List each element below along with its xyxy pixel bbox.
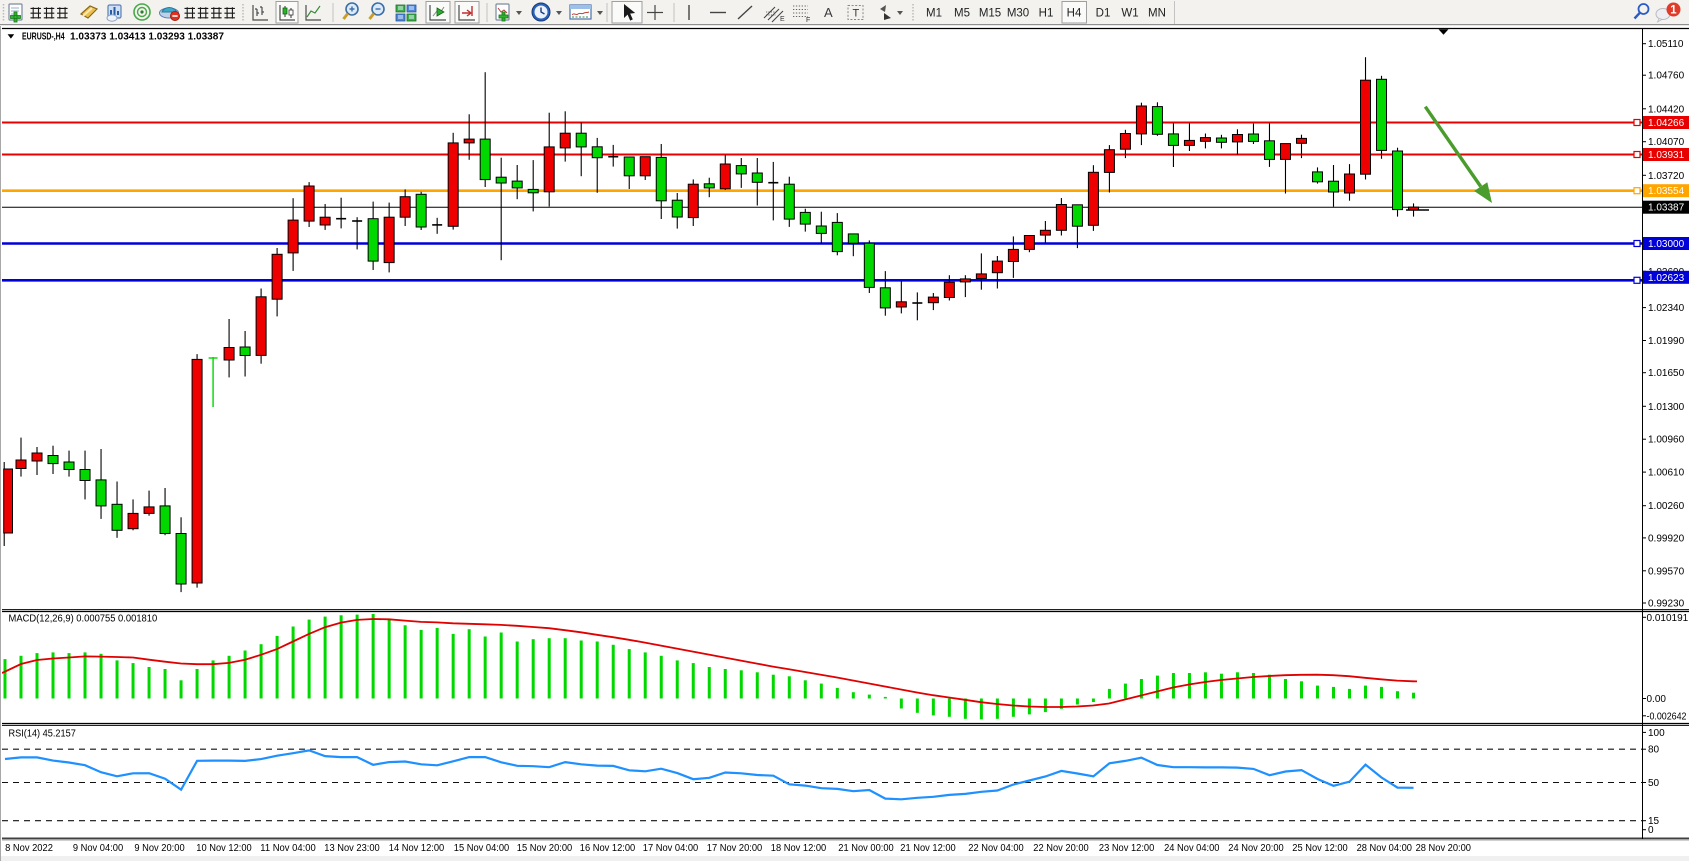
svg-text:0: 0 <box>1648 825 1654 836</box>
svg-text:1.00260: 1.00260 <box>1648 501 1685 512</box>
svg-text:14 Nov 12:00: 14 Nov 12:00 <box>389 843 445 854</box>
svg-text:1.02623: 1.02623 <box>1648 273 1685 284</box>
svg-text:1.04420: 1.04420 <box>1648 104 1685 115</box>
svg-text:MN: MN <box>1148 8 1166 20</box>
svg-text:1.05110: 1.05110 <box>1648 39 1684 50</box>
svg-text:23 Nov 12:00: 23 Nov 12:00 <box>1099 843 1155 854</box>
svg-text:10 Nov 12:00: 10 Nov 12:00 <box>196 843 252 854</box>
svg-text:80: 80 <box>1648 745 1660 756</box>
svg-text:21 Nov 00:00: 21 Nov 00:00 <box>838 843 894 854</box>
svg-text:15 Nov 04:00: 15 Nov 04:00 <box>454 843 510 854</box>
svg-text:M5: M5 <box>954 8 970 20</box>
svg-text:50: 50 <box>1648 778 1660 789</box>
svg-text:100: 100 <box>1648 728 1665 739</box>
svg-text:1.04070: 1.04070 <box>1648 137 1685 148</box>
svg-text:22 Nov 04:00: 22 Nov 04:00 <box>968 843 1024 854</box>
svg-text:0.00: 0.00 <box>1647 694 1667 705</box>
svg-text:1.04760: 1.04760 <box>1648 71 1685 82</box>
svg-text:16 Nov 12:00: 16 Nov 12:00 <box>580 843 636 854</box>
svg-text:1.03000: 1.03000 <box>1648 239 1685 250</box>
svg-text:9 Nov 04:00: 9 Nov 04:00 <box>73 843 124 854</box>
svg-text:0.010191: 0.010191 <box>1647 613 1689 624</box>
svg-text:17 Nov 20:00: 17 Nov 20:00 <box>707 843 763 854</box>
svg-text:13 Nov 23:00: 13 Nov 23:00 <box>324 843 380 854</box>
svg-text:M30: M30 <box>1007 8 1029 20</box>
svg-text:E: E <box>780 16 785 23</box>
svg-text:8 Nov 2022: 8 Nov 2022 <box>5 843 53 854</box>
svg-text:M1: M1 <box>926 8 942 20</box>
svg-text:A: A <box>824 5 833 20</box>
svg-text:1.01990: 1.01990 <box>1648 336 1685 347</box>
svg-text:28 Nov 20:00: 28 Nov 20:00 <box>1416 843 1472 854</box>
svg-text:EURUSD-,H4: EURUSD-,H4 <box>22 32 65 43</box>
svg-text:15 Nov 20:00: 15 Nov 20:00 <box>517 843 573 854</box>
svg-text:24 Nov 04:00: 24 Nov 04:00 <box>1164 843 1220 854</box>
svg-text:MACD(12,26,9) 0.000755 0.00181: MACD(12,26,9) 0.000755 0.001810 <box>9 613 158 624</box>
svg-text:RSI(14) 45.2157: RSI(14) 45.2157 <box>9 728 77 739</box>
svg-text:1.01650: 1.01650 <box>1648 368 1685 379</box>
svg-text:21 Nov 12:00: 21 Nov 12:00 <box>900 843 956 854</box>
svg-text:22 Nov 20:00: 22 Nov 20:00 <box>1033 843 1089 854</box>
svg-text:1.03720: 1.03720 <box>1648 171 1685 182</box>
svg-text:-0.002642: -0.002642 <box>1647 711 1687 722</box>
svg-text:1.03373 1.03413 1.03293 1.0338: 1.03373 1.03413 1.03293 1.03387 <box>70 32 224 43</box>
svg-text:15: 15 <box>1648 816 1660 827</box>
svg-text:1.01300: 1.01300 <box>1648 402 1685 413</box>
svg-text:M15: M15 <box>979 8 1001 20</box>
svg-text:W1: W1 <box>1121 8 1138 20</box>
svg-text:1.02340: 1.02340 <box>1648 303 1685 314</box>
svg-text:1.04266: 1.04266 <box>1648 118 1685 129</box>
svg-text:T: T <box>853 8 860 20</box>
svg-text:1.00610: 1.00610 <box>1648 468 1685 479</box>
svg-text:24 Nov 20:00: 24 Nov 20:00 <box>1228 843 1284 854</box>
svg-text:F: F <box>806 17 810 24</box>
svg-text:9 Nov 20:00: 9 Nov 20:00 <box>134 843 185 854</box>
svg-text:D1: D1 <box>1096 8 1111 20</box>
svg-text:0.99920: 0.99920 <box>1648 533 1685 544</box>
svg-text:0.99230: 0.99230 <box>1648 599 1685 610</box>
svg-text:18 Nov 12:00: 18 Nov 12:00 <box>771 843 827 854</box>
svg-text:0.99570: 0.99570 <box>1648 566 1685 577</box>
svg-text:17 Nov 04:00: 17 Nov 04:00 <box>643 843 699 854</box>
svg-text:1.03931: 1.03931 <box>1648 150 1685 161</box>
svg-text:1.00960: 1.00960 <box>1648 435 1685 446</box>
svg-text:1.03387: 1.03387 <box>1648 203 1685 214</box>
svg-text:25 Nov 12:00: 25 Nov 12:00 <box>1292 843 1348 854</box>
svg-text:1: 1 <box>1670 5 1677 17</box>
svg-text:1.03554: 1.03554 <box>1648 186 1685 197</box>
svg-text:11 Nov 04:00: 11 Nov 04:00 <box>260 843 316 854</box>
svg-text:H4: H4 <box>1067 8 1082 20</box>
svg-text:28 Nov 04:00: 28 Nov 04:00 <box>1357 843 1413 854</box>
svg-text:H1: H1 <box>1039 8 1054 20</box>
